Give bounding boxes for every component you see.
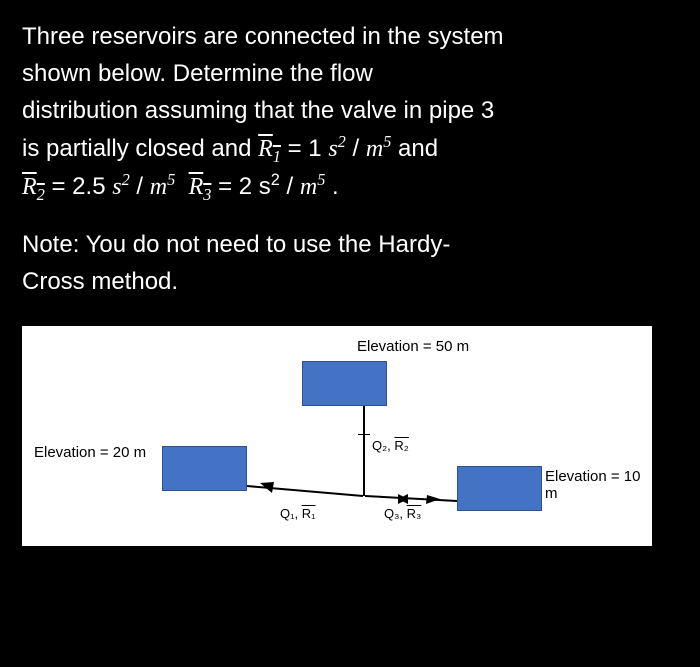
- pipe-2-line: [363, 406, 365, 496]
- elevation-label-top: Elevation = 50 m: [357, 338, 469, 355]
- pipe-2-tick: [358, 434, 370, 435]
- text-fragment: is partially closed and: [22, 135, 258, 162]
- text-fragment: and: [391, 135, 438, 162]
- pipe-1-label: Q₁, R₁: [280, 506, 316, 521]
- r3-symbol: R3: [189, 174, 212, 200]
- reservoir-left: [162, 446, 247, 491]
- text-fragment: = 1: [281, 135, 328, 162]
- pipe-2-label: Q₂, R₂: [372, 438, 409, 453]
- pipe-3-label: Q₃, R₃: [384, 506, 421, 521]
- pipe-1-line: [22, 326, 652, 546]
- problem-statement: Three reservoirs are connected in the sy…: [22, 18, 678, 206]
- problem-line-2: shown below. Determine the flow: [22, 55, 678, 92]
- m-fifth: m5: [150, 174, 176, 200]
- m-fifth: m5: [300, 174, 326, 200]
- problem-line-5: R2 = 2.5 s2 / m5 R3 = 2 s2 / m5 .: [22, 168, 678, 206]
- note-line-2: Cross method.: [22, 263, 678, 300]
- r2-symbol: R2: [22, 174, 45, 200]
- pipe-3-line: [22, 326, 652, 546]
- problem-line-4: is partially closed and R1 = 1 s2 / m5 a…: [22, 130, 678, 168]
- elevation-label-left: Elevation = 20 m: [34, 444, 146, 461]
- elevation-label-right: Elevation = 10 m: [545, 468, 652, 502]
- s-squared: s2: [112, 174, 130, 200]
- text-fragment: = 2.5: [45, 173, 112, 200]
- s-squared: s2: [328, 136, 346, 162]
- note-line-1: Note: You do not need to use the Hardy-: [22, 226, 678, 263]
- reservoir-top: [302, 361, 387, 406]
- reservoir-right: [457, 466, 542, 511]
- note: Note: You do not need to use the Hardy- …: [22, 226, 678, 300]
- text-fragment: = 2 s: [211, 173, 270, 200]
- reservoir-diagram: Elevation = 50 m Elevation = 20 m Elevat…: [22, 326, 652, 546]
- problem-line-3: distribution assuming that the valve in …: [22, 92, 678, 129]
- r1-symbol: R1: [258, 136, 281, 162]
- problem-line-1: Three reservoirs are connected in the sy…: [22, 18, 678, 55]
- m-fifth: m5: [366, 136, 392, 162]
